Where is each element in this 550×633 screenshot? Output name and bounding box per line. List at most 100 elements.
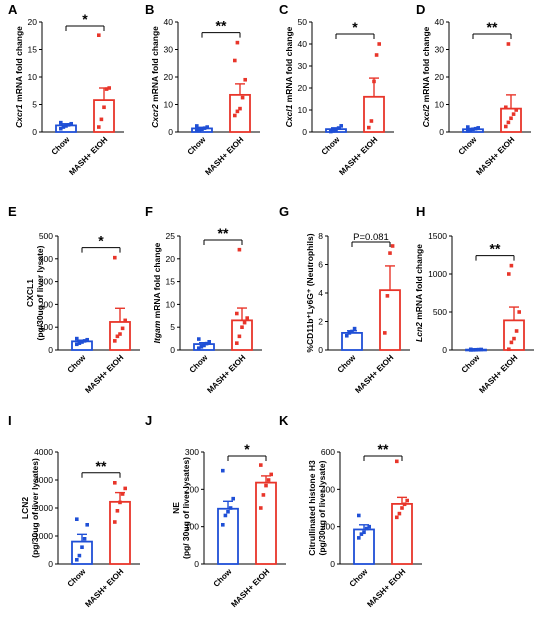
data-point-chow <box>197 346 201 350</box>
data-point-mash-etoh <box>514 329 519 333</box>
panel-b: B 0 10 20 30 40 Cxcr2 mRNA fold change ** ChowMA… <box>145 2 260 177</box>
data-point-mash-etoh <box>266 478 271 482</box>
y-tick-label: 2 <box>318 317 323 327</box>
x-tick-label: Chow <box>457 135 479 157</box>
bar-mash-etoh <box>255 481 277 565</box>
y-tick-label: 200 <box>185 484 199 494</box>
significance-label: ** <box>216 18 227 34</box>
y-axis-label: Itgam mRNA fold change <box>152 242 162 343</box>
data-point-mash-etoh <box>514 108 518 112</box>
y-axis-label: Citrullinated histone H3 <box>307 460 317 556</box>
data-point-chow <box>64 124 68 128</box>
panel-i: I 0 1000 2000 3000 4000 LCN2 (pg/30ug of liver … <box>8 413 140 609</box>
y-tick-label: 100 <box>39 322 53 332</box>
y-tick-label: 10 <box>28 72 38 82</box>
y-axis-label: Cxcr2 mRNA fold change <box>150 26 160 128</box>
x-tick-label: MASH+ EtOH <box>203 135 245 177</box>
data-point-chow <box>207 339 211 344</box>
data-point-chow <box>474 347 478 352</box>
y-tick-label: 20 <box>166 254 176 264</box>
data-point-chow <box>195 128 199 133</box>
panel-letter: B <box>145 2 154 17</box>
data-point-chow <box>197 337 201 341</box>
y-tick-label: 1500 <box>428 231 447 241</box>
data-point-chow <box>75 342 79 347</box>
data-point-mash-etoh <box>506 120 511 125</box>
bar-mash-etoh <box>229 93 251 133</box>
y-axis-label-rest: %CD11b⁺Ly6G⁺ (Neutrophils) <box>305 233 315 352</box>
y-tick-label: 300 <box>185 447 199 457</box>
data-point-mash-etoh <box>102 105 106 110</box>
panel-c: C 0 10 20 30 40 50 Cxcl1 mRNA fold change * ChowM… <box>279 2 394 177</box>
panel-letter: K <box>279 413 289 428</box>
data-point-mash-etoh <box>388 251 392 255</box>
y-axis-label-rest: mRNA fold change <box>150 26 160 104</box>
y-axis-label-unit: (pg/30ug of liver lysates) <box>30 458 40 558</box>
y-tick-label: 10 <box>166 299 176 309</box>
data-point-chow <box>223 513 228 518</box>
data-point-chow <box>197 128 202 132</box>
y-axis-label-gene: Cxcr1 <box>14 104 24 128</box>
significance-label: ** <box>487 19 498 35</box>
panel-letter: H <box>416 204 425 219</box>
bar-chow <box>353 528 375 565</box>
data-point-mash-etoh <box>97 125 101 129</box>
y-tick-label: 0 <box>194 559 199 569</box>
y-tick-label: 5 <box>170 322 175 332</box>
y-axis-label: CXCL1 <box>25 279 35 307</box>
data-point-chow <box>469 347 473 352</box>
y-tick-label: 1000 <box>428 269 447 279</box>
panel-k: K 0 200 400 600 Citrullinated histone H3 (pg/3… <box>279 413 422 609</box>
data-point-mash-etoh <box>235 109 240 114</box>
y-tick-label: 3000 <box>34 475 53 485</box>
data-point-chow <box>221 468 225 473</box>
data-point-chow <box>61 125 66 129</box>
x-tick-label: Chow <box>460 353 482 375</box>
data-point-chow <box>347 331 352 335</box>
data-point-mash-etoh <box>245 316 249 320</box>
data-point-chow <box>66 123 71 127</box>
data-point-chow <box>471 348 476 352</box>
data-point-mash-etoh <box>264 483 268 488</box>
y-tick-label: 0 <box>302 127 307 137</box>
significance-label: P=0.081 <box>353 232 389 243</box>
y-tick-label: 20 <box>28 17 38 27</box>
y-tick-label: 15 <box>28 45 38 55</box>
y-axis-label-rest: mRNA fold change <box>14 26 24 104</box>
data-point-mash-etoh <box>115 509 120 513</box>
y-tick-label: 0 <box>48 345 53 355</box>
data-point-chow <box>359 532 364 536</box>
y-axis-label: Cxcl2 mRNA fold change <box>421 26 431 127</box>
significance-label: * <box>352 19 358 35</box>
data-point-chow <box>195 124 199 128</box>
y-axis-label-rest: LCN2 <box>20 497 30 519</box>
y-axis-label-unit: (pg/30ug of liver lysate) <box>35 245 45 340</box>
data-point-mash-etoh <box>235 341 239 345</box>
data-point-mash-etoh <box>118 500 122 505</box>
data-point-mash-etoh <box>97 33 101 37</box>
data-point-chow <box>476 126 480 130</box>
data-point-chow <box>221 523 225 527</box>
x-tick-label: Chow <box>50 135 72 157</box>
bar-mash-etoh <box>231 319 253 351</box>
panel-letter: G <box>279 204 289 219</box>
data-point-mash-etoh <box>237 334 242 339</box>
data-point-mash-etoh <box>509 263 514 268</box>
data-point-mash-etoh <box>104 87 109 91</box>
data-point-chow <box>339 124 343 128</box>
bar-mash-etoh <box>500 107 522 133</box>
y-tick-label: 0 <box>48 559 53 569</box>
data-point-mash-etoh <box>235 311 239 316</box>
panel-j: J 0 100 200 300 NE (pg/ 30ug of liver lysates)… <box>145 413 286 609</box>
data-point-chow <box>77 553 82 558</box>
bar-mash-etoh <box>379 289 401 351</box>
data-point-chow <box>473 126 478 131</box>
x-tick-label: Chow <box>186 135 208 157</box>
x-tick-label: MASH+ EtOH <box>474 135 516 177</box>
panel-h: H 0 500 1000 1500 Lcn2 mRNA fold change ** Chow… <box>414 204 534 395</box>
data-point-chow <box>334 128 338 132</box>
data-point-mash-etoh <box>123 486 127 491</box>
data-point-chow <box>329 129 333 134</box>
y-tick-label: 25 <box>166 231 176 241</box>
data-point-chow <box>205 125 209 129</box>
